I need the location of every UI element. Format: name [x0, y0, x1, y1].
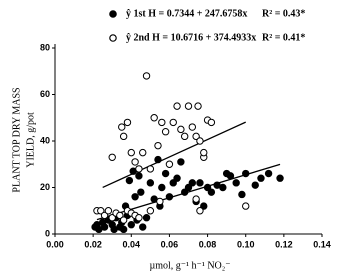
point: [264, 169, 273, 178]
point: [158, 118, 166, 127]
point: [242, 202, 250, 210]
point: [196, 137, 204, 145]
x-tick-label: 0.00: [46, 239, 64, 249]
x-tick-label: 0.04: [123, 239, 141, 249]
point: [180, 188, 189, 196]
legend-marker: [109, 10, 117, 18]
point: [226, 172, 235, 180]
point: [142, 214, 151, 222]
point: [173, 102, 181, 110]
point: [169, 118, 177, 127]
point: [184, 183, 193, 192]
point: [200, 148, 208, 157]
point: [232, 179, 240, 187]
x-tick-label: 0.10: [237, 239, 255, 249]
point: [188, 123, 197, 131]
point: [146, 207, 155, 215]
point: [139, 223, 147, 231]
x-tick-label: 0.06: [161, 239, 179, 249]
point: [188, 179, 197, 187]
point: [180, 132, 189, 141]
point: [177, 158, 185, 166]
point: [116, 211, 124, 220]
point: [142, 72, 151, 80]
x-tick-label: 0.14: [313, 239, 331, 249]
point: [119, 216, 128, 224]
legend-marker: [109, 34, 117, 42]
point: [131, 158, 139, 166]
x-tick-label: 0.12: [275, 239, 293, 249]
point: [146, 165, 155, 173]
point: [127, 148, 135, 157]
point: [219, 183, 227, 192]
point: [97, 207, 105, 215]
regression-line: [102, 121, 246, 189]
point: [131, 193, 139, 201]
point: [169, 179, 177, 187]
point: [242, 169, 250, 178]
point: [108, 214, 116, 222]
point: [119, 225, 128, 234]
point: [100, 211, 109, 220]
y-axis-label: PLANT TOP DRY MASS: [11, 87, 22, 192]
legend-r2: R² = 0.43*: [262, 8, 305, 19]
point: [127, 221, 135, 229]
x-tick-label: 0.08: [199, 239, 217, 249]
legend-r2: R² = 0.41*: [262, 32, 305, 43]
point: [165, 193, 174, 201]
point: [161, 169, 170, 178]
point: [158, 183, 166, 192]
point: [251, 181, 259, 189]
point: [192, 195, 200, 203]
y-tick-label: 80: [40, 42, 50, 52]
point: [150, 114, 158, 122]
y-tick-label: 0: [45, 228, 50, 238]
y-tick-label: 40: [40, 135, 50, 145]
point: [238, 190, 246, 199]
point: [194, 102, 202, 110]
point: [137, 188, 145, 196]
point: [119, 132, 128, 141]
point: [207, 188, 216, 196]
point: [184, 102, 193, 110]
point: [207, 118, 216, 127]
y-axis-label: YIELD, g/pot: [25, 112, 36, 168]
point: [154, 141, 162, 150]
point: [257, 174, 265, 182]
point: [192, 132, 200, 141]
point: [125, 176, 134, 185]
point: [177, 125, 185, 134]
legend-label: ŷ 1st H = 0.7344 + 247.6758x: [126, 8, 247, 19]
point: [118, 123, 126, 131]
point: [104, 207, 113, 215]
point: [135, 214, 143, 222]
point: [173, 174, 181, 182]
y-tick-label: 20: [40, 182, 50, 192]
point: [200, 202, 208, 210]
point: [196, 207, 204, 215]
point: [165, 160, 174, 168]
x-tick-label: 0.02: [84, 239, 102, 249]
point: [135, 165, 143, 173]
point: [161, 128, 170, 136]
x-axis-label: µmol, g⁻¹ h⁻¹ NO₂⁻: [149, 260, 230, 271]
point: [108, 153, 116, 161]
legend-label: ŷ 2nd H = 10.6716 + 374.4933x: [126, 32, 256, 43]
point: [276, 174, 284, 182]
point: [203, 183, 212, 192]
point: [100, 223, 109, 231]
point: [196, 179, 204, 187]
point: [146, 179, 155, 187]
y-tick-label: 60: [40, 89, 50, 99]
point: [139, 148, 147, 157]
point: [135, 172, 143, 180]
point: [156, 197, 164, 206]
point: [123, 118, 132, 127]
y-label-group: PLANT TOP DRY MASS YIELD, g/pot: [11, 87, 36, 192]
